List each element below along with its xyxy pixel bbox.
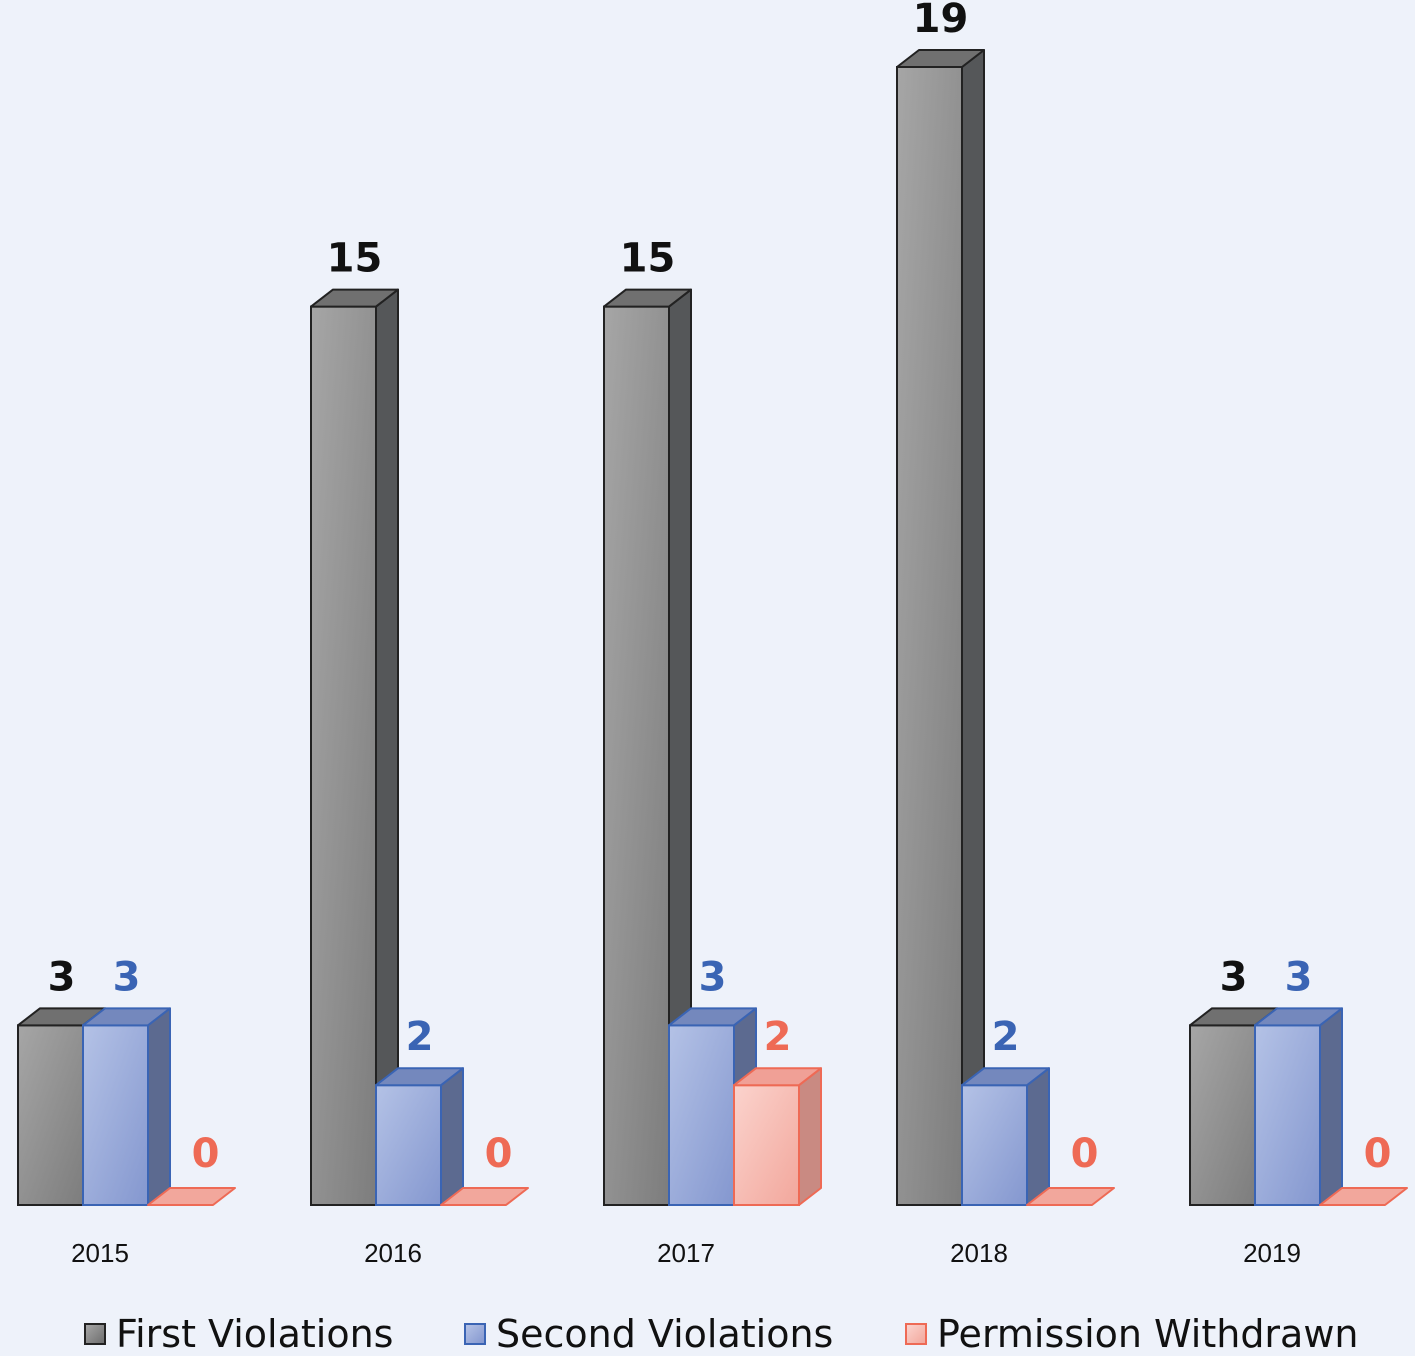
bar-second-violations-2019 [1254, 1007, 1343, 1206]
bar-front [603, 305, 670, 1207]
data-label-first-violations-2019: 3 [1220, 954, 1248, 1000]
bar-top [440, 1187, 529, 1206]
legend-swatch-second-violations [464, 1323, 486, 1345]
bar-side [1026, 1067, 1050, 1206]
x-tick-label-2019: 2019 [1243, 1238, 1301, 1268]
bar-front [733, 1084, 800, 1207]
bar-permission-withdrawn-2018 [1026, 1187, 1115, 1206]
legend-item-permission-withdrawn: Permission Withdrawn [905, 1312, 1359, 1356]
data-label-second-violations-2016: 2 [406, 1014, 434, 1060]
bars-layer [17, 49, 1408, 1207]
bar-front [82, 1024, 149, 1206]
bar-front [1254, 1024, 1321, 1206]
bar-side [1319, 1007, 1343, 1206]
data-label-permission-withdrawn-2019: 0 [1364, 1131, 1392, 1177]
bar-front [375, 1084, 442, 1207]
bar-side [375, 288, 399, 1206]
bar-permission-withdrawn-2016 [440, 1187, 529, 1206]
data-label-second-violations-2018: 2 [992, 1014, 1020, 1060]
data-label-permission-withdrawn-2018: 0 [1071, 1131, 1099, 1177]
legend-item-second-violations: Second Violations [464, 1312, 833, 1356]
data-label-permission-withdrawn-2015: 0 [192, 1131, 220, 1177]
data-label-second-violations-2019: 3 [1285, 954, 1313, 1000]
bar-first-violations-2017 [603, 288, 692, 1207]
bar-front [310, 305, 377, 1207]
bar-side [961, 49, 985, 1206]
bar-front [17, 1024, 84, 1206]
bar-side [147, 1007, 171, 1206]
legend-label-first-violations: First Violations [116, 1312, 394, 1356]
data-label-first-violations-2015: 3 [48, 954, 76, 1000]
x-tick-label-2015: 2015 [71, 1238, 129, 1268]
bar-permission-withdrawn-2017 [733, 1067, 822, 1207]
data-label-permission-withdrawn-2017: 2 [764, 1014, 792, 1060]
legend-item-first-violations: First Violations [84, 1312, 393, 1356]
bar-top [733, 1067, 822, 1087]
bar-top [147, 1187, 236, 1206]
bar-second-violations-2015 [82, 1007, 171, 1206]
bar-front [668, 1024, 735, 1206]
data-label-first-violations-2017: 15 [620, 236, 676, 282]
legend-label-permission-withdrawn: Permission Withdrawn [937, 1312, 1359, 1356]
bar-top [1319, 1187, 1408, 1206]
bar-top [668, 1007, 757, 1027]
bar-top [82, 1007, 171, 1027]
data-label-second-violations-2015: 3 [113, 954, 141, 1000]
x-tick-label-2017: 2017 [657, 1238, 715, 1268]
bar-front [961, 1084, 1028, 1207]
bar-front [1189, 1024, 1256, 1206]
bar-top [1254, 1007, 1343, 1027]
bar-permission-withdrawn-2015 [147, 1187, 236, 1206]
data-label-first-violations-2016: 15 [327, 236, 383, 282]
bar-second-violations-2016 [375, 1067, 464, 1207]
legend: First Violations Second Violations Permi… [0, 1312, 1415, 1356]
bar-second-violations-2018 [961, 1067, 1050, 1207]
x-tick-label-2018: 2018 [950, 1238, 1008, 1268]
x-axis-ticks: 2015 2016 2017 2018 2019 [71, 1238, 1301, 1268]
x-tick-label-2016: 2016 [364, 1238, 422, 1268]
data-label-second-violations-2017: 3 [699, 954, 727, 1000]
legend-label-second-violations: Second Violations [496, 1312, 834, 1356]
bar-top [1026, 1187, 1115, 1206]
bar-top [603, 288, 692, 308]
bar-side [440, 1067, 464, 1206]
bar-front [896, 66, 963, 1206]
bar-first-violations-2018 [896, 49, 985, 1206]
bar-top [961, 1067, 1050, 1087]
bar-side [798, 1067, 822, 1206]
bar-top [896, 49, 985, 68]
data-label-permission-withdrawn-2016: 0 [485, 1131, 513, 1177]
bar-top [310, 288, 399, 308]
bar-first-violations-2016 [310, 288, 399, 1207]
data-label-first-violations-2018: 19 [913, 0, 969, 42]
bar-top [375, 1067, 464, 1087]
legend-swatch-permission-withdrawn [905, 1323, 927, 1345]
bar-permission-withdrawn-2019 [1319, 1187, 1408, 1206]
legend-swatch-first-violations [84, 1323, 106, 1345]
